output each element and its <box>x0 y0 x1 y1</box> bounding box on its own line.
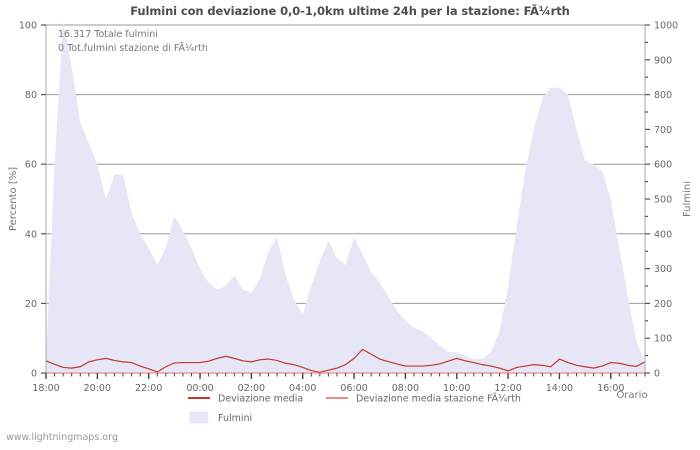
annotation-total-lightning: 16.317 Totale fulmini <box>58 29 158 40</box>
right-tick-label: 500 <box>654 195 672 206</box>
x-tick-label: 18:00 <box>32 383 59 394</box>
page-title: Fulmini con deviazione 0,0-1,0km ultime … <box>130 4 570 18</box>
right-tick-label: 900 <box>654 55 672 66</box>
right-tick-label: 600 <box>654 160 672 171</box>
line-series-deviazione-media <box>45 348 646 373</box>
x-tick-label: 06:00 <box>340 383 367 394</box>
right-tick-label: 100 <box>654 334 672 345</box>
right-tick-label: 700 <box>654 125 672 136</box>
bottom-axis-ticks <box>45 373 646 379</box>
annotation-station-lightning: 0 Tot.fulmini stazione di FÃ¼rth <box>58 43 208 54</box>
x-tick-label: 08:00 <box>392 383 419 394</box>
x-tick-label: 00:00 <box>186 383 213 394</box>
watermark: www.lightningmaps.org <box>6 432 118 443</box>
chart-legend: Deviazione media Deviazione media stazio… <box>188 394 521 424</box>
legend-marker-fulmini <box>189 411 209 424</box>
left-tick-label: 40 <box>25 229 37 240</box>
right-tick-label: 400 <box>654 229 672 240</box>
left-axis-ticks <box>41 24 46 374</box>
legend-label-fulmini: Fulmini <box>218 413 252 424</box>
x-tick-label: 12:00 <box>494 383 521 394</box>
left-tick-label: 0 <box>31 369 37 380</box>
right-tick-label: 200 <box>654 299 672 310</box>
x-tick-label: 14:00 <box>546 383 573 394</box>
area-series-fulmini <box>46 21 645 374</box>
left-axis-tick-labels: 0 20 40 60 80 100 <box>19 21 37 380</box>
y2-axis-label: Fulmini <box>682 181 693 217</box>
right-tick-label: 0 <box>654 369 660 380</box>
right-axis-tick-labels: 0 100 200 300 400 500 600 700 800 900 1000 <box>654 21 678 380</box>
left-tick-label: 20 <box>25 299 37 310</box>
right-axis-ticks <box>645 24 650 374</box>
totals-annotation: 16.317 Totale fulmini 0 Tot.fulmini staz… <box>58 29 208 54</box>
legend-label-deviazione-media: Deviazione media <box>218 394 303 405</box>
x-tick-label: 16:00 <box>597 383 624 394</box>
left-tick-label: 60 <box>25 160 37 171</box>
x-tick-label: 20:00 <box>84 383 111 394</box>
right-tick-label: 1000 <box>654 21 678 32</box>
left-tick-label: 80 <box>25 90 37 101</box>
x-tick-label: 04:00 <box>289 383 316 394</box>
x-tick-label: 02:00 <box>238 383 265 394</box>
right-tick-label: 800 <box>654 90 672 101</box>
x-tick-label: 22:00 <box>135 383 162 394</box>
x-tick-label: 10:00 <box>443 383 470 394</box>
right-tick-label: 300 <box>654 264 672 275</box>
left-tick-label: 100 <box>19 21 37 32</box>
legend-label-deviazione-media-stazione: Deviazione media stazione FÃ¼rth <box>356 394 521 405</box>
y-axis-label: Percento [%] <box>8 167 19 231</box>
x-axis-tick-labels: 18:00 20:00 22:00 00:00 02:00 04:00 06:00 08:00… <box>32 383 624 394</box>
x-axis-label: Orario <box>616 390 647 401</box>
